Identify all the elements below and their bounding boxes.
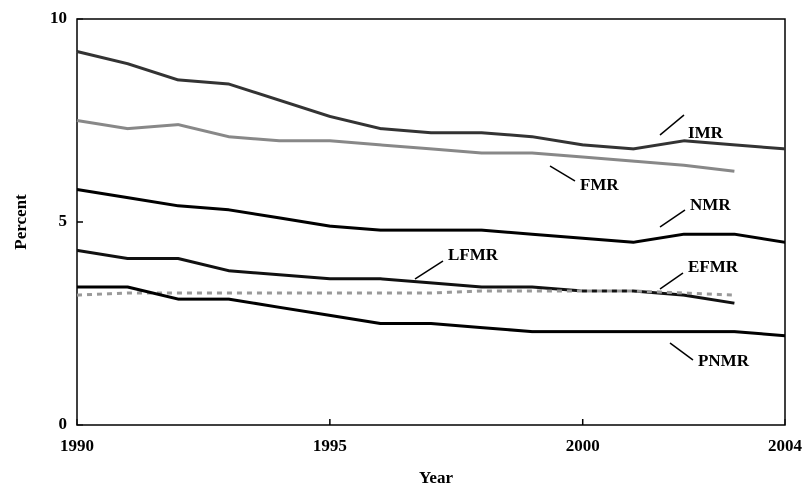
series-label: NMR: [690, 195, 731, 214]
y-tick-label: 0: [59, 414, 68, 433]
y-axis-title: Percent: [11, 194, 30, 250]
series-line: [76, 119, 735, 173]
series-line: [76, 50, 786, 151]
label-leader: [659, 272, 684, 290]
x-tick-label: 1990: [60, 436, 94, 455]
series-label: LFMR: [448, 245, 499, 264]
series-label: IMR: [688, 123, 724, 142]
label-leader: [669, 342, 694, 361]
x-tick-label: 1995: [313, 436, 347, 455]
x-tick-label: 2000: [566, 436, 600, 455]
series-label: FMR: [580, 175, 619, 194]
y-tick-label: 5: [59, 211, 68, 230]
series-label: PNMR: [698, 351, 750, 370]
label-leader: [659, 114, 685, 136]
series-line: [77, 285, 786, 338]
label-leader: [549, 165, 576, 182]
label-leader: [414, 260, 444, 280]
x-tick-label: 2004: [768, 436, 803, 455]
y-tick-label: 10: [50, 8, 67, 27]
series-line: [76, 188, 786, 244]
label-leader: [659, 209, 686, 228]
x-axis-title: Year: [419, 468, 453, 487]
series-line: [76, 248, 735, 305]
series-label: EFMR: [688, 257, 739, 276]
